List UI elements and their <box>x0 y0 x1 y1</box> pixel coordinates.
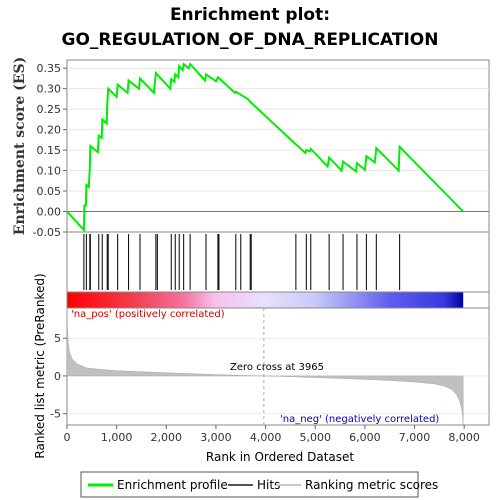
x-tick-label: 1,000 <box>101 431 133 444</box>
es-tick-label: 0.05 <box>37 185 62 198</box>
chart-subtitle: GO_REGULATION_OF_DNA_REPLICATION <box>62 30 439 50</box>
es-y-ticks: -0.05 0.00 0.05 0.10 0.15 0.20 0.25 0.30 0.35 <box>33 62 67 239</box>
metric-panel <box>66 307 490 426</box>
legend-label-metric: Ranking metric scores <box>305 478 438 492</box>
es-tick-label: 0.20 <box>37 124 62 137</box>
es-tick-label: 0.10 <box>37 165 62 178</box>
hits-panel <box>66 231 490 293</box>
es-tick-label: -0.05 <box>33 226 61 239</box>
legend-label-enrichment: Enrichment profile <box>117 478 228 492</box>
metric-tick-label: -5 <box>50 408 61 421</box>
metric-y-ticks: -5 0 5 <box>50 332 67 421</box>
zero-cross-annotation: Zero cross at 3965 <box>230 362 324 373</box>
x-tick-label: 4,000 <box>250 431 282 444</box>
metric-tick-label: 0 <box>54 370 61 383</box>
legend-label-hits: Hits <box>257 478 280 492</box>
x-tick-label: 5,000 <box>299 431 331 444</box>
pos-annotation: 'na_pos' (positively correlated) <box>71 309 225 320</box>
chart-title: Enrichment plot: <box>170 5 330 25</box>
es-panel <box>66 59 490 233</box>
x-tick-label: 0 <box>64 431 71 444</box>
x-tick-label: 8,000 <box>448 431 480 444</box>
x-axis-label: Rank in Ordered Dataset <box>206 450 354 464</box>
hits-marks <box>83 234 401 290</box>
es-tick-label: 0.00 <box>37 206 62 219</box>
ranking-color-bar <box>67 292 464 308</box>
x-tick-label: 2,000 <box>151 431 183 444</box>
metric-y-axis-label: Ranked list metric (PreRanked) <box>33 273 47 458</box>
x-tick-label: 7,000 <box>399 431 431 444</box>
es-tick-label: 0.25 <box>37 103 62 116</box>
es-tick-label: 0.35 <box>37 62 62 75</box>
x-axis-ticks: 0 1,000 2,000 3,000 4,000 5,000 6,000 7,000 8,00… <box>64 425 480 444</box>
legend: Enrichment profile Hits Ranking metric s… <box>80 471 438 498</box>
metric-tick-label: 5 <box>54 332 61 345</box>
x-tick-label: 6,000 <box>349 431 381 444</box>
es-tick-label: 0.15 <box>37 144 62 157</box>
neg-annotation: 'na_neg' (negatively correlated) <box>280 414 439 425</box>
es-tick-label: 0.30 <box>37 83 62 96</box>
x-tick-label: 3,000 <box>200 431 232 444</box>
enrichment-profile-line <box>66 62 464 233</box>
es-y-axis-label: Enrichment score (ES) <box>12 57 28 235</box>
